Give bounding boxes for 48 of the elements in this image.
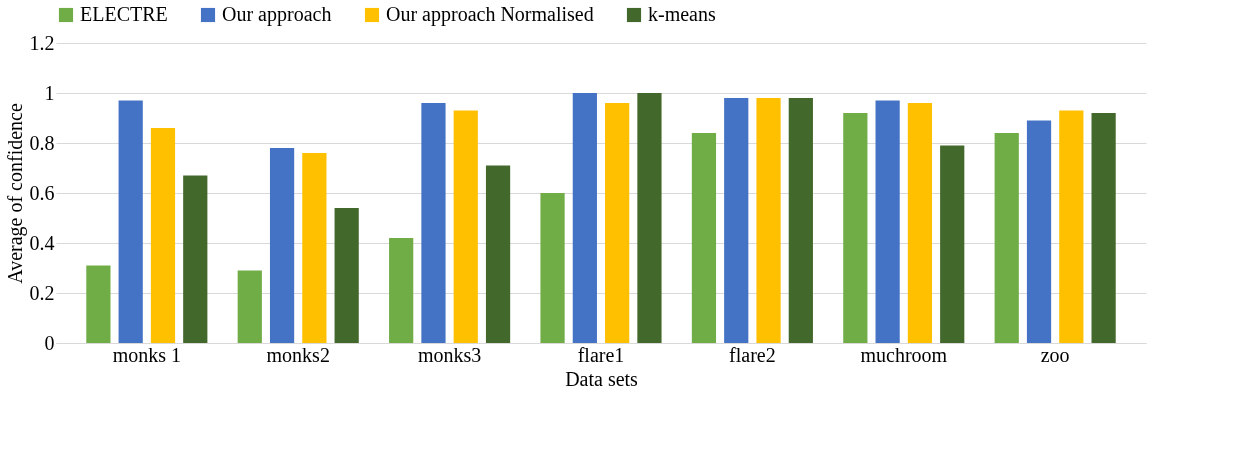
y-tick-label: 0.4 <box>29 231 55 254</box>
bar <box>637 93 662 343</box>
bar <box>86 265 111 343</box>
bar <box>788 98 813 343</box>
bar <box>1059 110 1084 343</box>
bar <box>269 148 295 343</box>
bar <box>724 98 749 343</box>
bar <box>572 93 597 343</box>
bar <box>237 270 262 343</box>
legend-label: Our approach <box>222 3 332 26</box>
x-axis-title: Data sets <box>565 367 639 390</box>
bar <box>994 133 1019 343</box>
bar <box>150 128 176 343</box>
y-tick-label: 1 <box>44 81 55 104</box>
y-tick-label: 1.2 <box>29 31 55 54</box>
x-tick-label: zoo <box>1040 343 1070 366</box>
bar <box>389 238 414 343</box>
y-axis-title: Average of confidence <box>3 103 27 284</box>
legend-label: k-means <box>648 3 716 25</box>
y-tick-label: 0.8 <box>29 131 55 154</box>
bar <box>421 103 446 343</box>
bar <box>605 103 630 343</box>
bar <box>843 113 868 343</box>
bar <box>756 98 781 343</box>
bar <box>453 110 478 343</box>
x-tick-label: muchroom <box>860 343 948 366</box>
bar <box>334 208 359 343</box>
y-tick-label: 0.6 <box>29 181 55 204</box>
bar <box>907 103 933 343</box>
bar <box>183 175 208 343</box>
x-tick-label: monks3 <box>417 343 482 366</box>
bar <box>118 100 143 343</box>
x-tick-label: monks 1 <box>112 343 182 366</box>
legend-label: Our approach Normalised <box>386 3 594 26</box>
y-tick-label: 0 <box>44 331 55 354</box>
bar <box>485 165 511 343</box>
x-tick-label: monks2 <box>266 343 330 366</box>
legend-label: ELECTRE <box>80 3 168 25</box>
x-tick-label: flare1 <box>577 343 625 366</box>
bar <box>691 133 717 343</box>
x-tick-label: flare2 <box>729 343 776 366</box>
bar <box>1026 120 1052 343</box>
bar <box>940 145 965 343</box>
bar <box>540 193 565 343</box>
bar <box>302 153 327 343</box>
y-tick-label: 0.2 <box>29 281 55 304</box>
bar <box>1091 113 1116 343</box>
bar <box>875 100 900 343</box>
